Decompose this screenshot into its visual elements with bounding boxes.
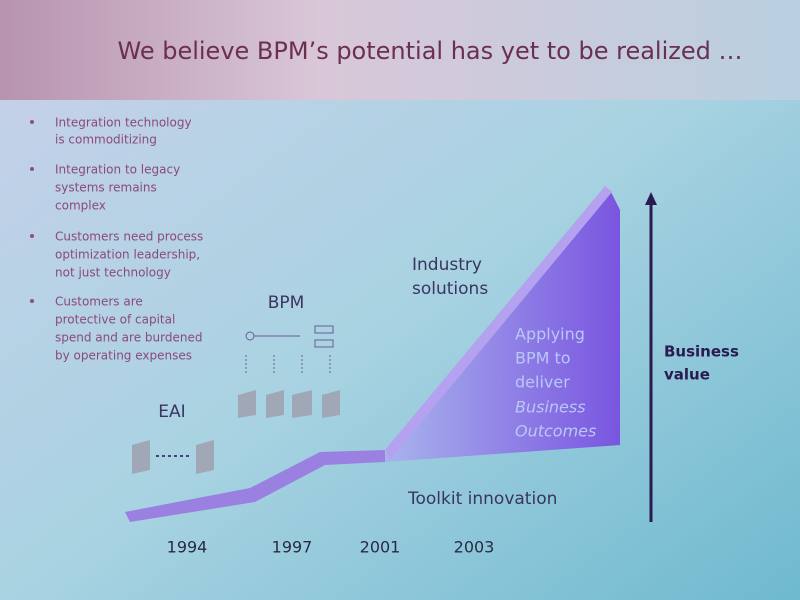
- outcome-text: Business: [515, 398, 586, 417]
- stage-label: EAI: [158, 402, 185, 422]
- outcome-text: Outcomes: [515, 422, 596, 441]
- bullet-list: Integration technology is commoditizing …: [30, 116, 203, 363]
- bpm-icon: [238, 325, 340, 418]
- bullet-line: complex: [55, 199, 106, 213]
- bullet-line: Integration to legacy: [55, 163, 180, 177]
- stage-label: solutions: [412, 279, 488, 299]
- eai-icon: [132, 440, 214, 474]
- bullet-line: Integration technology: [55, 116, 192, 130]
- bullet-line: optimization leadership,: [55, 248, 200, 262]
- year-label: 1997: [272, 538, 313, 557]
- bullet-line: by operating expenses: [55, 349, 192, 363]
- bullet-dots: [30, 120, 34, 303]
- ribbon-edge: [385, 186, 612, 460]
- bullet-line: protective of capital: [55, 313, 175, 327]
- axis-arrowhead: [645, 192, 657, 205]
- bullet-line: Customers need process: [55, 230, 203, 244]
- stage-label: Industry: [412, 255, 482, 275]
- stage-label: Toolkit innovation: [407, 489, 557, 509]
- bullet-line: is commoditizing: [55, 133, 157, 147]
- year-label: 1994: [167, 538, 208, 557]
- axis-label: Business: [664, 343, 739, 361]
- year-label: 2001: [360, 538, 401, 557]
- growth-ribbon: [125, 450, 385, 522]
- bullet-line: Customers are: [55, 295, 143, 309]
- outcome-text: deliver: [515, 373, 570, 392]
- outcome-text: Applying: [515, 325, 585, 344]
- year-label: 2003: [454, 538, 495, 557]
- bullet-line: spend and are burdened: [55, 331, 202, 345]
- title: We believe BPM’s potential has yet to be…: [118, 37, 743, 65]
- bullet-line: systems remains: [55, 181, 157, 195]
- axis-label: value: [664, 366, 710, 384]
- bullet-line: not just technology: [55, 266, 171, 280]
- stage-label: BPM: [268, 293, 305, 313]
- outcome-text: BPM to: [515, 349, 571, 368]
- header-band: [0, 0, 800, 100]
